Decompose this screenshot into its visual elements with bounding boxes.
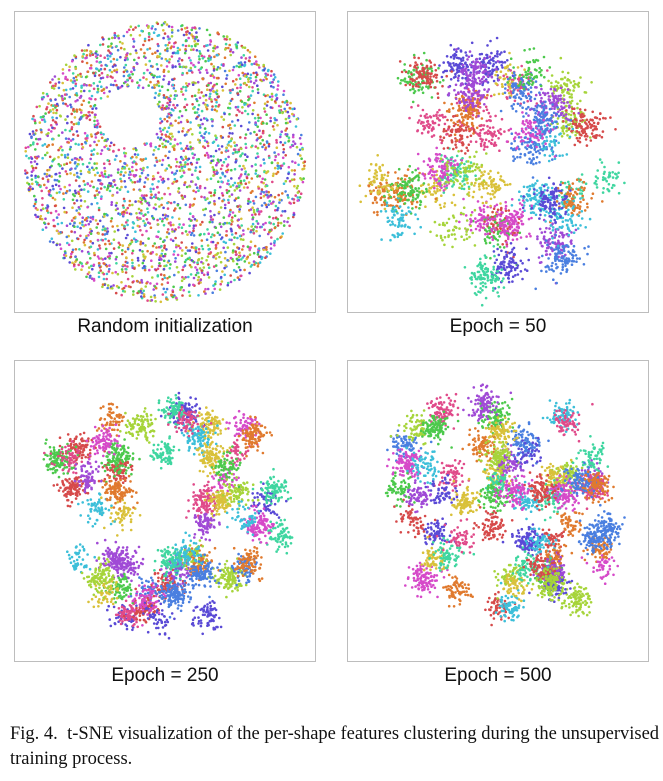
caption-random-init: Random initialization: [77, 316, 253, 337]
caption-epoch-500: Epoch = 500: [444, 665, 552, 686]
figure-label: Fig. 4.: [10, 724, 58, 744]
figure-caption: Fig. 4. t-SNE visualization of the per-s…: [10, 722, 660, 772]
tsne-scatter-epoch-500: [384, 383, 626, 627]
caption-epoch-250: Epoch = 250: [111, 665, 219, 686]
panel-random-init: [14, 11, 316, 313]
tsne-scatter-random: [24, 20, 307, 304]
panel-epoch-500: [347, 360, 649, 662]
panel-epoch-250: [14, 360, 316, 662]
figure-caption-text: t-SNE visualization of the per-shape fea…: [10, 724, 660, 769]
caption-epoch-50: Epoch = 50: [449, 316, 547, 337]
panel-epoch-50: [347, 11, 649, 313]
tsne-scatter-epoch-50: [358, 36, 626, 307]
tsne-scatter-epoch-250: [42, 391, 294, 640]
